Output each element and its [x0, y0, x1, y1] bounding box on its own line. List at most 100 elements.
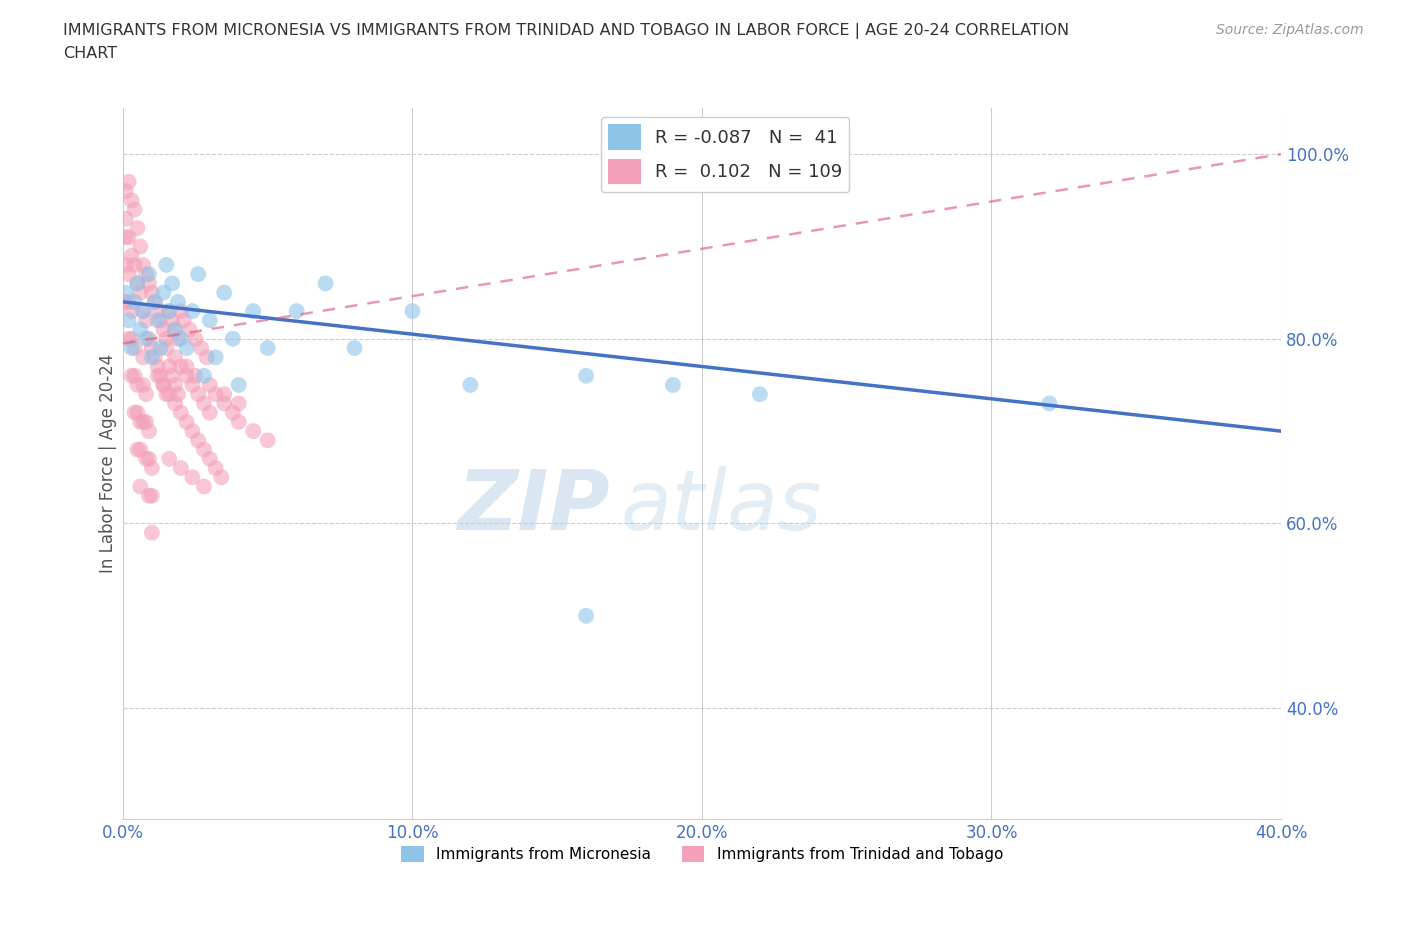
Point — [114, 286, 136, 300]
Point — [138, 331, 160, 346]
Point — [135, 387, 157, 402]
Point — [157, 304, 180, 319]
Point — [118, 312, 141, 327]
Point — [149, 312, 172, 327]
Point — [114, 230, 136, 245]
Point — [152, 378, 174, 392]
Point — [127, 442, 149, 457]
Point — [195, 350, 218, 365]
Point — [138, 276, 160, 291]
Y-axis label: In Labor Force | Age 20-24: In Labor Force | Age 20-24 — [100, 353, 117, 573]
Point — [163, 378, 186, 392]
Point — [256, 432, 278, 447]
Point — [114, 295, 136, 310]
Point — [285, 304, 308, 319]
Point — [149, 368, 172, 383]
Point — [181, 424, 204, 439]
Point — [121, 304, 143, 319]
Point — [1038, 396, 1060, 411]
Point — [118, 175, 141, 190]
Point — [198, 451, 221, 466]
Point — [143, 350, 166, 365]
Point — [132, 304, 155, 319]
Text: ZIP: ZIP — [457, 466, 609, 547]
Point — [170, 304, 193, 319]
Point — [222, 331, 245, 346]
Point — [315, 276, 337, 291]
Point — [114, 183, 136, 198]
Legend: Immigrants from Micronesia, Immigrants from Trinidad and Tobago: Immigrants from Micronesia, Immigrants f… — [395, 840, 1010, 868]
Point — [212, 286, 235, 300]
Point — [193, 368, 215, 383]
Point — [242, 424, 264, 439]
Point — [135, 312, 157, 327]
Point — [141, 460, 163, 475]
Point — [132, 258, 155, 272]
Point — [170, 460, 193, 475]
Point — [114, 258, 136, 272]
Point — [129, 322, 152, 337]
Point — [401, 304, 423, 319]
Point — [575, 368, 598, 383]
Point — [124, 405, 146, 420]
Point — [124, 295, 146, 310]
Point — [160, 276, 183, 291]
Point — [138, 488, 160, 503]
Point — [176, 340, 198, 355]
Point — [127, 276, 149, 291]
Point — [170, 405, 193, 420]
Point — [135, 331, 157, 346]
Point — [143, 295, 166, 310]
Point — [135, 267, 157, 282]
Point — [157, 304, 180, 319]
Point — [121, 193, 143, 207]
Point — [193, 442, 215, 457]
Point — [129, 479, 152, 494]
Point — [343, 340, 366, 355]
Point — [155, 331, 177, 346]
Point — [181, 304, 204, 319]
Point — [127, 276, 149, 291]
Point — [138, 451, 160, 466]
Point — [170, 359, 193, 374]
Point — [146, 368, 169, 383]
Point — [124, 258, 146, 272]
Point — [132, 378, 155, 392]
Point — [121, 368, 143, 383]
Point — [114, 211, 136, 226]
Point — [127, 220, 149, 235]
Point — [129, 239, 152, 254]
Point — [228, 396, 250, 411]
Point — [141, 350, 163, 365]
Point — [124, 202, 146, 217]
Point — [184, 368, 207, 383]
Point — [204, 460, 226, 475]
Point — [132, 415, 155, 430]
Point — [127, 405, 149, 420]
Point — [167, 387, 190, 402]
Point — [118, 230, 141, 245]
Point — [152, 322, 174, 337]
Point — [460, 378, 482, 392]
Point — [141, 286, 163, 300]
Point — [242, 304, 264, 319]
Point — [155, 258, 177, 272]
Point — [209, 470, 232, 485]
Point — [181, 470, 204, 485]
Point — [575, 608, 598, 623]
Point — [129, 286, 152, 300]
Point — [181, 378, 204, 392]
Point — [163, 322, 186, 337]
Point — [118, 295, 141, 310]
Point — [187, 387, 209, 402]
Point — [135, 415, 157, 430]
Point — [167, 331, 190, 346]
Point — [167, 295, 190, 310]
Point — [187, 267, 209, 282]
Point — [124, 368, 146, 383]
Point — [204, 350, 226, 365]
Point — [228, 415, 250, 430]
Point — [160, 368, 183, 383]
Point — [127, 378, 149, 392]
Point — [187, 432, 209, 447]
